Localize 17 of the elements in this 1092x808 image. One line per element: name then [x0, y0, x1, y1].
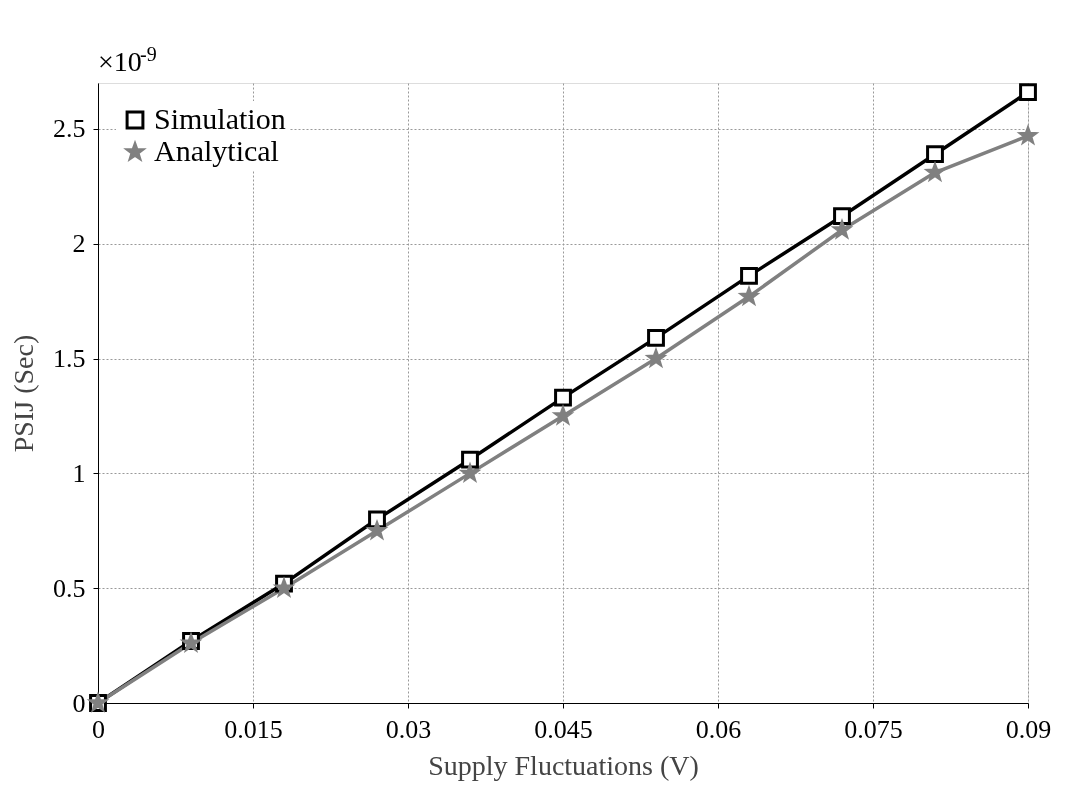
y-tick-label: 2 — [72, 229, 86, 259]
x-tick-label: 0.09 — [1005, 714, 1052, 744]
y-tick-label: 2.5 — [53, 114, 86, 144]
y-tick-label: 0 — [72, 688, 86, 718]
x-tick-label: 0.075 — [844, 714, 903, 744]
x-axis-title: Supply Fluctuations (V) — [428, 749, 699, 781]
legend-label: Simulation — [154, 102, 286, 135]
legend-label: Analytical — [154, 134, 279, 167]
x-tick-label: 0.06 — [695, 714, 742, 744]
x-tick-label: 0 — [92, 714, 105, 744]
y-tick-label: 1 — [72, 458, 86, 488]
y-tick-label: 0.5 — [53, 573, 86, 603]
y-tick-label: 1.5 — [53, 344, 86, 374]
x-tick-label: 0.03 — [385, 714, 432, 744]
x-tick-label: 0.015 — [224, 714, 283, 744]
x-tick-label: 0.045 — [534, 714, 593, 744]
y-axis-title: PSIJ (Sec) — [8, 334, 39, 453]
